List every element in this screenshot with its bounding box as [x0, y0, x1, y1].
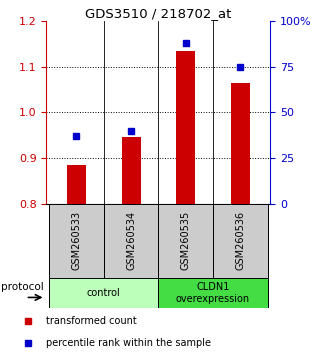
Text: protocol: protocol [1, 282, 44, 292]
Title: GDS3510 / 218702_at: GDS3510 / 218702_at [85, 7, 232, 20]
Bar [213, 204, 268, 278]
Text: GSM260534: GSM260534 [126, 211, 136, 270]
Bar [49, 204, 104, 278]
Bar [158, 278, 268, 308]
Bar [122, 137, 141, 204]
Text: transformed count: transformed count [46, 316, 137, 326]
Text: control: control [87, 288, 121, 298]
Bar [158, 204, 213, 278]
Bar [104, 204, 158, 278]
Text: GSM260535: GSM260535 [181, 211, 191, 270]
Bar [49, 278, 158, 308]
Text: CLDN1
overexpression: CLDN1 overexpression [176, 282, 250, 304]
Bar [176, 51, 195, 204]
Text: GSM260536: GSM260536 [235, 211, 245, 270]
Text: GSM260533: GSM260533 [71, 211, 82, 270]
Text: percentile rank within the sample: percentile rank within the sample [46, 338, 211, 348]
Bar [67, 165, 86, 204]
Bar [231, 83, 250, 204]
